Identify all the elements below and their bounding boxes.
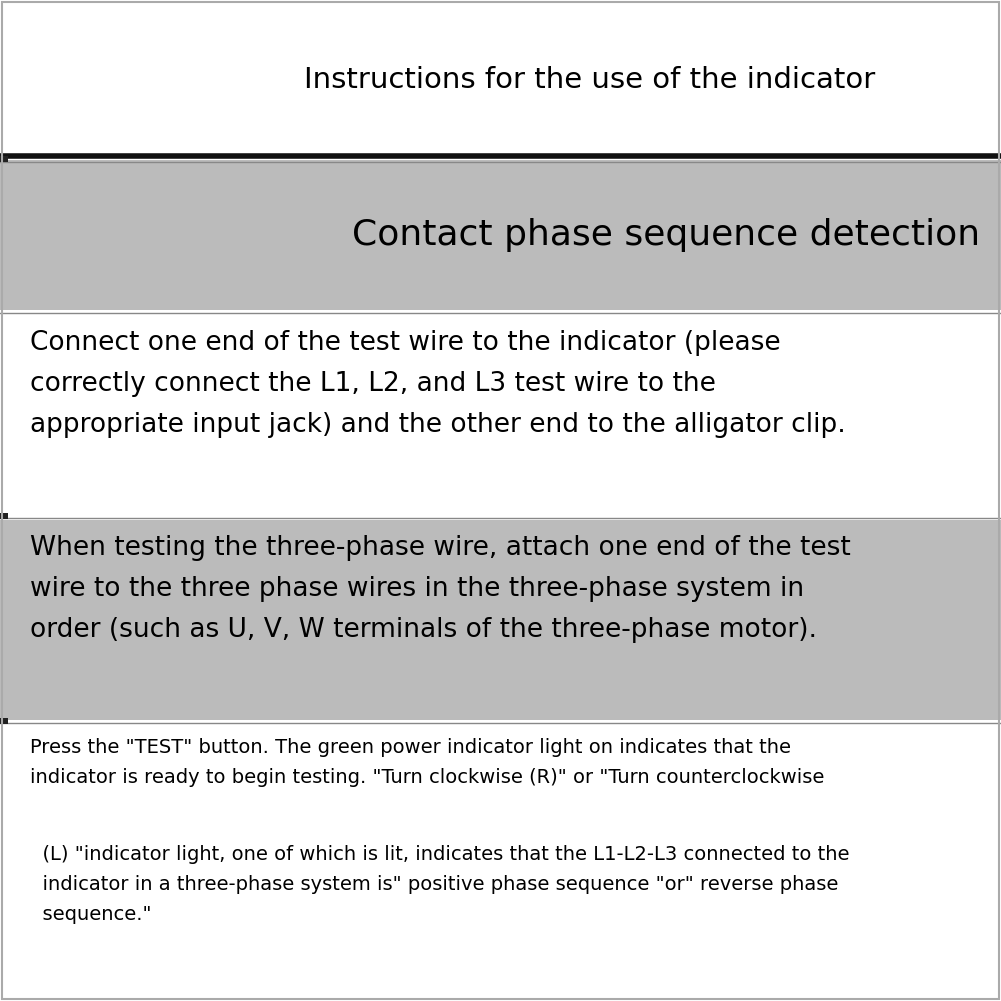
Text: Connect one end of the test wire to the indicator (please
correctly connect the : Connect one end of the test wire to the … — [30, 330, 846, 438]
Text: (L) "indicator light, one of which is lit, indicates that the L1-L2-L3 connected: (L) "indicator light, one of which is li… — [30, 845, 850, 925]
Text: Instructions for the use of the indicator: Instructions for the use of the indicato… — [304, 66, 876, 94]
Bar — [0, 160, 1001, 310]
Bar — [0, 718, 8, 724]
Bar — [0, 513, 8, 519]
Text: Press the "TEST" button. The green power indicator light on indicates that the
i: Press the "TEST" button. The green power… — [30, 738, 825, 787]
Text: Contact phase sequence detection: Contact phase sequence detection — [352, 218, 980, 252]
Bar — [0, 520, 1001, 720]
Bar — [0, 156, 8, 162]
Text: When testing the three-phase wire, attach one end of the test
wire to the three : When testing the three-phase wire, attac… — [30, 535, 851, 643]
